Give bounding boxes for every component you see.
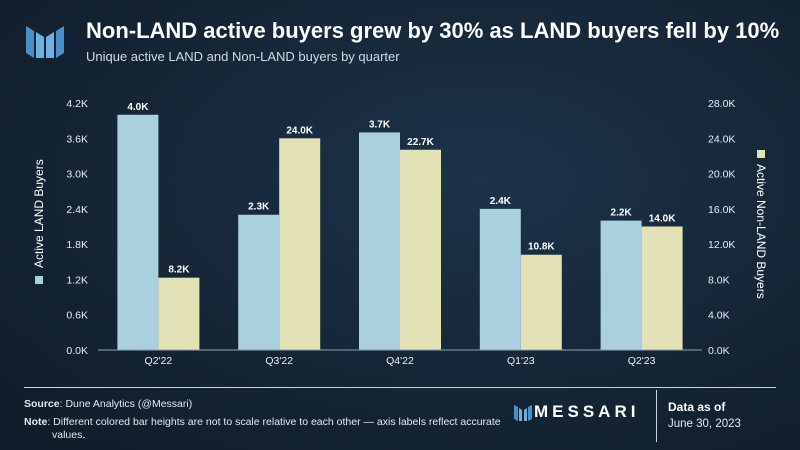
legend-swatch-land — [35, 276, 43, 284]
right-tick-label: 8.0K — [708, 274, 730, 286]
left-axis-title: Active LAND Buyers — [32, 159, 46, 268]
non-land-bar — [520, 254, 562, 350]
source-text: : Dune Analytics (@Messari) — [59, 398, 193, 410]
non-land-bar-label: 22.7K — [407, 137, 434, 148]
right-tick-label: 28.0K — [708, 98, 735, 110]
land-bar — [117, 114, 159, 350]
x-tick-label: Q2'23 — [628, 355, 656, 367]
data-as-of-label: Data as of — [668, 400, 726, 414]
non-land-bar — [400, 149, 441, 350]
right-tick-label: 4.0K — [708, 310, 730, 322]
non-land-bar — [158, 277, 200, 350]
left-tick-label: 1.2K — [66, 274, 88, 286]
land-bar-label: 2.3K — [248, 202, 270, 213]
non-land-bar-label: 10.8K — [528, 242, 555, 253]
left-tick-label: 0.0K — [66, 345, 88, 357]
footnote: Note: Different colored bar heights are … — [24, 416, 514, 442]
brand-name: MESSARI — [534, 402, 640, 421]
non-land-bar — [641, 226, 683, 350]
land-bar — [479, 208, 521, 350]
land-bar-label: 2.2K — [611, 208, 633, 219]
left-tick-label: 4.2K — [66, 98, 88, 110]
left-tick-label: 3.0K — [66, 169, 88, 181]
note-label: Note — [24, 416, 48, 428]
land-bar — [359, 132, 400, 350]
non-land-bar — [279, 138, 321, 350]
non-land-bar-label: 14.0K — [649, 214, 676, 225]
chart-subtitle: Unique active LAND and Non-LAND buyers b… — [86, 49, 400, 64]
right-tick-label: 0.0K — [708, 345, 730, 357]
messari-logo-icon — [26, 26, 64, 58]
footer-divider — [24, 387, 776, 388]
note-text: : Different colored bar heights are not … — [47, 416, 501, 441]
right-tick-label: 12.0K — [708, 239, 735, 251]
messari-brand-icon — [514, 405, 532, 421]
right-axis-title-group: Active Non-LAND Buyers — [754, 150, 768, 299]
x-tick-label: Q2'22 — [145, 355, 173, 367]
land-bar-label: 4.0K — [127, 102, 149, 113]
chart-title: Non-LAND active buyers grew by 30% as LA… — [86, 18, 780, 43]
source-label: Source — [24, 398, 60, 410]
land-bar — [238, 214, 280, 350]
right-axis-title: Active Non-LAND Buyers — [754, 164, 768, 299]
land-bar-label: 3.7K — [369, 119, 391, 130]
bar-chart: 0.0K 0.6K 1.2K 1.8K 2.4K 3.0K 3.6K 4.2K 0.0K 4.0… — [32, 98, 768, 367]
data-date: June 30, 2023 — [668, 418, 741, 430]
left-tick-label: 3.6K — [66, 133, 88, 145]
x-tick-label: Q3'22 — [265, 355, 293, 367]
land-bar-label: 2.4K — [490, 196, 512, 207]
right-tick-label: 24.0K — [708, 133, 735, 145]
left-axis-title-group: Active LAND Buyers — [32, 159, 46, 284]
legend-swatch-non-land — [757, 150, 765, 158]
x-tick-label: Q1'23 — [507, 355, 535, 367]
x-tick-label: Q4'22 — [386, 355, 414, 367]
left-tick-label: 1.8K — [66, 239, 88, 251]
source-note: Source: Dune Analytics (@Messari) — [24, 398, 192, 410]
right-tick-label: 16.0K — [708, 204, 735, 216]
non-land-bar-label: 24.0K — [286, 125, 313, 136]
left-tick-label: 0.6K — [66, 310, 88, 322]
non-land-bar-label: 8.2K — [168, 265, 190, 276]
land-bar — [600, 220, 642, 350]
left-tick-label: 2.4K — [66, 204, 88, 216]
footer-vertical-divider — [656, 390, 657, 442]
right-tick-label: 20.0K — [708, 169, 735, 181]
